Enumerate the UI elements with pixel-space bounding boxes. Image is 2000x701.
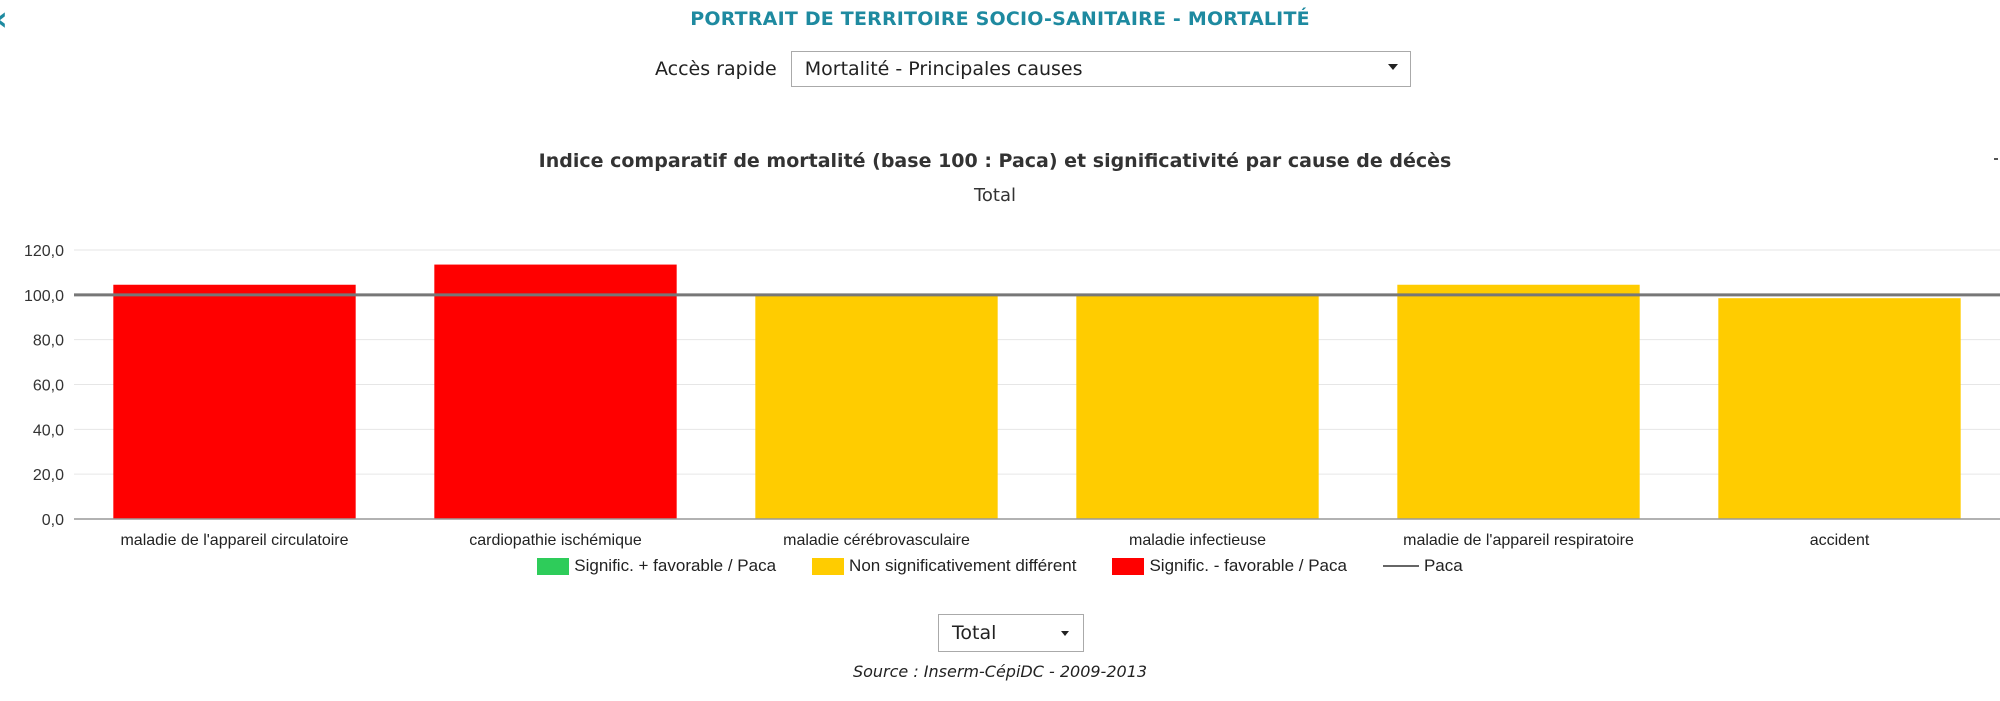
x-tick-label: accident xyxy=(1810,532,1870,549)
caret-down-icon xyxy=(1061,631,1069,636)
legend-item-favorable[interactable]: Signific. + favorable / Paca xyxy=(537,556,776,576)
source-note: Source : Inserm-CépiDC - 2009-2013 xyxy=(852,662,1148,681)
y-tick-label: 20,0 xyxy=(33,467,64,484)
legend-label-favorable: Signific. + favorable / Paca xyxy=(574,556,777,575)
y-tick-label: 0,0 xyxy=(42,512,64,529)
y-tick-label: 60,0 xyxy=(33,378,64,395)
bar[interactable] xyxy=(113,284,356,519)
page-title: PORTRAIT DE TERRITOIRE SOCIO-SANITAIRE -… xyxy=(690,8,1310,30)
quick-access: Accès rapide Mortalité - Principales cau… xyxy=(655,50,1411,88)
y-tick-label: 100,0 xyxy=(24,288,64,305)
caret-down-icon xyxy=(1387,64,1398,70)
x-tick-label: maladie de l'appareil respiratoire xyxy=(1403,532,1634,549)
bar[interactable] xyxy=(1718,298,1961,519)
chart-subtitle: Total xyxy=(973,185,1017,206)
sex-select[interactable]: Total xyxy=(938,614,1084,652)
mortality-bar-chart: 0,0 20,0 40,0 60,0 80,0 100,0 120,0 maladie de … xyxy=(24,243,2000,549)
x-tick-label: maladie infectieuse xyxy=(1129,532,1266,549)
bar[interactable] xyxy=(1397,284,1640,519)
export-menu-icon[interactable] xyxy=(1994,158,1998,160)
chart-title: Indice comparatif de mortalité (base 100… xyxy=(538,150,1452,172)
legend-item-unfavorable[interactable]: Signific. - favorable / Paca xyxy=(1112,556,1347,576)
legend-item-non-significant[interactable]: Non significativement différent xyxy=(812,556,1076,576)
legend-swatch-favorable xyxy=(537,557,570,575)
x-tick-label: maladie de l'appareil circulatoire xyxy=(120,532,348,549)
x-tick-label: cardiopathie ischémique xyxy=(469,532,642,549)
y-tick-label: 120,0 xyxy=(24,243,64,260)
bar[interactable] xyxy=(434,264,677,519)
sex-select-value: Total xyxy=(952,622,997,644)
y-tick-label: 80,0 xyxy=(33,333,64,350)
bar[interactable] xyxy=(1076,294,1319,519)
legend-label-reference: Paca xyxy=(1423,556,1463,575)
legend-item-reference[interactable]: Paca xyxy=(1382,556,1463,576)
legend-label-unfavorable: Signific. - favorable / Paca xyxy=(1149,556,1347,575)
quick-access-select[interactable]: Mortalité - Principales causes xyxy=(790,51,1411,87)
chevron-left-icon[interactable]: ‹ xyxy=(0,2,8,36)
y-tick-label: 40,0 xyxy=(33,422,64,439)
chart-legend: Signific. + favorable / Paca Non signifi… xyxy=(0,556,2000,576)
quick-access-value: Mortalité - Principales causes xyxy=(804,58,1083,80)
legend-line-reference xyxy=(1382,565,1419,567)
quick-access-label: Accès rapide xyxy=(655,58,777,80)
bar[interactable] xyxy=(755,294,998,519)
legend-label-non-significant: Non significativement différent xyxy=(849,556,1077,575)
x-tick-label: maladie cérébrovasculaire xyxy=(783,532,970,549)
legend-swatch-unfavorable xyxy=(1112,557,1145,575)
legend-swatch-non-significant xyxy=(812,557,845,575)
